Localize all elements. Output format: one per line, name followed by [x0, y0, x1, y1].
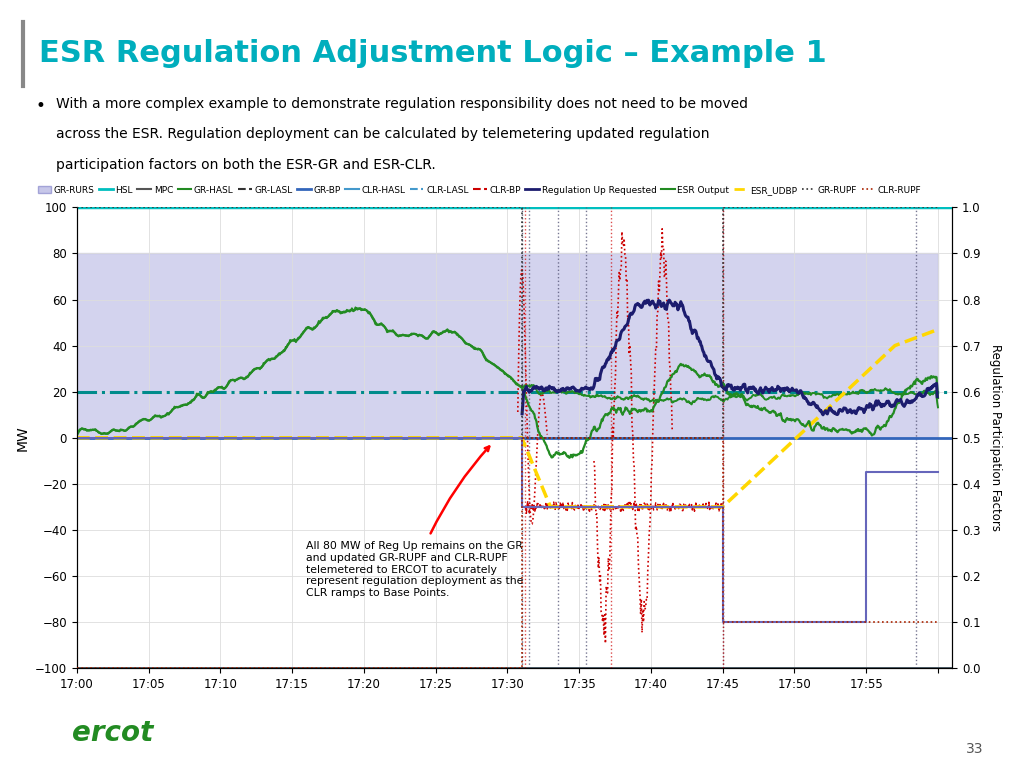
Legend: GR-RURS, HSL, MPC, GR-HASL, GR-LASL, GR-BP, CLR-HASL, CLR-LASL, CLR-BP, Regulati: GR-RURS, HSL, MPC, GR-HASL, GR-LASL, GR-…	[34, 182, 925, 198]
Text: With a more complex example to demonstrate regulation responsibility does not ne: With a more complex example to demonstra…	[56, 98, 749, 111]
Y-axis label: MW: MW	[15, 425, 30, 451]
Text: •: •	[36, 98, 46, 115]
Text: across the ESR. Regulation deployment can be calculated by telemetering updated : across the ESR. Regulation deployment ca…	[56, 127, 710, 141]
Text: ESR Regulation Adjustment Logic – Example 1: ESR Regulation Adjustment Logic – Exampl…	[39, 39, 826, 68]
Text: participation factors on both the ESR-GR and ESR-CLR.: participation factors on both the ESR-GR…	[56, 157, 436, 171]
Text: All 80 MW of Reg Up remains on the GR
and updated GR-RUPF and CLR-RUPF
telemeter: All 80 MW of Reg Up remains on the GR an…	[306, 446, 524, 598]
Y-axis label: Regulation Participation Factors: Regulation Participation Factors	[988, 344, 1001, 531]
Text: 33: 33	[966, 742, 983, 756]
Text: ercot: ercot	[72, 720, 153, 747]
